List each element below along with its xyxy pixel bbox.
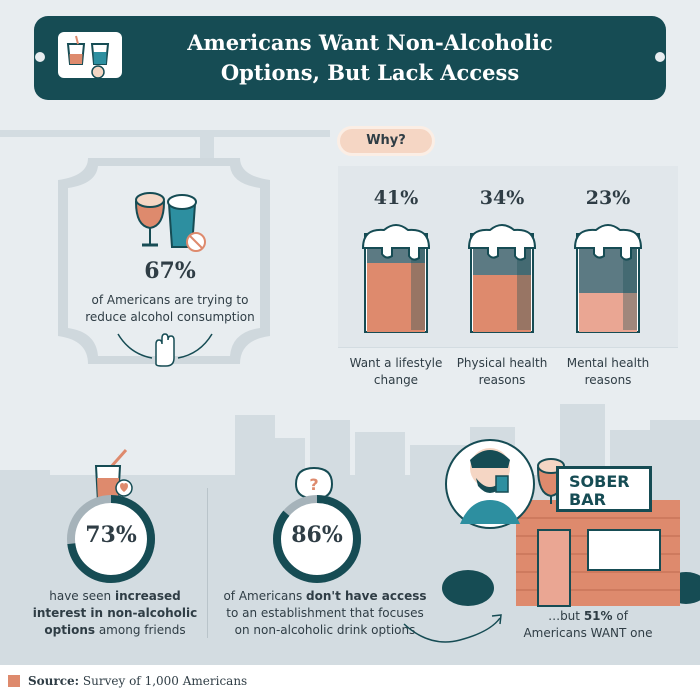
sober-bar-sign: SOBER BAR (556, 466, 652, 512)
glass-foam-3 (573, 224, 643, 261)
title-banner (34, 16, 666, 100)
hand-stop-icon (117, 333, 213, 367)
stat-73-text-bold: increased interest in non-alcoholic opti… (32, 589, 198, 637)
source-label: Source: (28, 674, 80, 688)
hanging-sign (58, 158, 270, 364)
stat-73-description: have seen increased interest in non-alco… (30, 588, 200, 639)
glass-foam-2 (467, 224, 537, 261)
reason-1-percent: 41% (373, 187, 419, 209)
stat-51-text-bold: 51% (583, 609, 613, 623)
curved-arrow (403, 614, 502, 643)
cheers-glasses-icon (58, 32, 122, 79)
stat-51-text-pre: …but (548, 609, 584, 623)
reason-1-label: Want a lifestyle change (349, 356, 443, 387)
ring-chart-86 (273, 495, 361, 583)
banner-hole-left (35, 52, 45, 62)
stat-86-text-pre: of Americans (223, 589, 307, 603)
sober-sign-line2: BAR (569, 490, 606, 509)
reason-3-label: Mental health reasons (566, 356, 650, 387)
footer (0, 665, 700, 700)
divider (207, 488, 208, 638)
source-note: Source: Survey of 1,000 Americans (28, 674, 247, 688)
stat-73-percent: 73% (85, 522, 137, 548)
stat-86-text-post: to an establishment that focuses on non-… (226, 606, 424, 637)
glass-fill-2 (473, 275, 531, 332)
ring-progress (67, 495, 155, 583)
stat-86-text-bold: don't have access (306, 589, 427, 603)
source-text: Survey of 1,000 Americans (82, 674, 248, 688)
reason-2-label: Physical health reasons (456, 356, 548, 387)
wine-glass-icon (134, 192, 166, 247)
glass-fill-1 (367, 263, 425, 332)
why-label: Why? (337, 126, 435, 156)
stat-86-percent: 86% (291, 522, 343, 548)
stat-51-text-post: of Americans WANT one (523, 609, 653, 640)
page-title: Americans Want Non-Alcoholic Options, Bu… (187, 30, 553, 85)
ring-progress (273, 495, 361, 583)
banner-hole-right (655, 52, 665, 62)
reason-2-percent: 34% (479, 187, 525, 209)
beer-glass-chart (361, 224, 643, 333)
no-sign-icon (186, 232, 206, 252)
stat-73-text-post: among friends (95, 623, 186, 637)
svg-text:?: ? (309, 475, 318, 494)
stat-67-description: of Americans are trying to reduce alcoho… (85, 293, 255, 324)
footer-swatch (8, 675, 20, 687)
reason-3-percent: 23% (585, 187, 631, 209)
stat-51-description: …but 51% of Americans WANT one (518, 608, 658, 642)
stat-86-description: of Americans don't have access to an est… (222, 588, 428, 639)
stat-67-percent: 67% (144, 258, 196, 284)
stat-73-text-pre: have seen (49, 589, 115, 603)
sober-sign-line1: SOBER (569, 472, 630, 491)
sober-bar-building (442, 439, 700, 607)
glass-foam-1 (361, 224, 431, 261)
ring-chart-73 (67, 495, 155, 583)
glass-fill-3 (579, 293, 637, 332)
